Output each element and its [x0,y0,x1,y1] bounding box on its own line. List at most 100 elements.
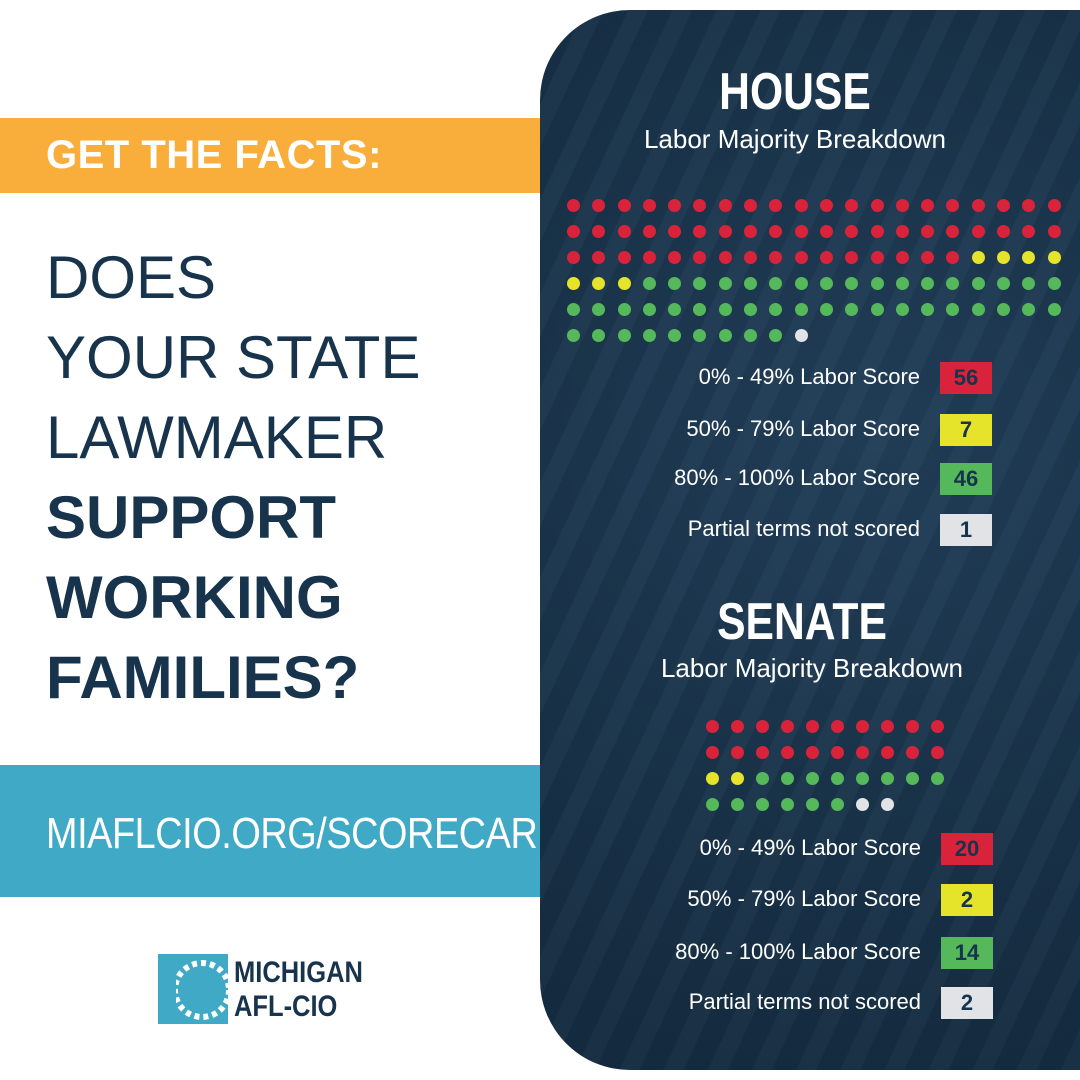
seat-dot-low [997,199,1011,212]
seat-dot-low [819,225,833,238]
seat-dot-high [819,303,833,316]
legend-label: 80% - 100% Labor Score [675,939,921,964]
seat-dot-high [756,798,769,811]
seat-dot-low [718,225,732,238]
seat-dot-high [794,303,808,316]
seat-dot-high [744,303,758,316]
url-bar[interactable]: MIAFLCIO.ORG/SCORECARD [0,765,565,897]
seat-dot-high [781,798,794,811]
banner-text: GET THE FACTS: [46,133,382,177]
seat-dot-high [921,303,935,316]
seat-dot-low [769,225,783,238]
seat-dot-high [756,772,769,785]
seat-dot-high [769,303,783,316]
seat-dot-high [769,277,783,290]
seat-dot-high [971,277,985,290]
headline-line-bold: SUPPORT [46,484,337,551]
headline-line: YOUR STATE [46,324,421,391]
legend-label: 50% - 79% Labor Score [686,416,920,441]
seat-dot-high [946,303,960,316]
senate-legend-high: 80% - 100% Labor Score 14 [600,937,993,969]
legend-value-badge: 20 [941,833,993,865]
seat-dot-high [921,277,935,290]
seat-dot-partial [881,798,894,811]
seat-dot-high [744,329,758,342]
seat-dot-low [718,251,732,264]
seat-dot-high [781,772,794,785]
legend-value-badge: 46 [940,463,992,495]
seat-dot-low [668,251,682,264]
seat-dot-low [971,225,985,238]
seat-dot-low [617,225,631,238]
seat-dot-high [1047,277,1061,290]
seat-dot-low [567,251,580,264]
seat-dot-low [794,225,808,238]
senate-subtitle: Labor Majority Breakdown [660,653,964,683]
seat-dot-low [744,199,758,212]
seat-dot-high [617,303,631,316]
seat-dot-low [567,199,580,212]
senate-dot-grid [706,720,944,811]
seat-dot-low [931,746,944,759]
seat-dot-low [668,199,682,212]
seat-dot-low [881,746,894,759]
logo-line-afl-cio: AFL-CIO [234,990,338,1023]
seat-dot-partial [856,798,869,811]
seat-dot-low [831,746,844,759]
legend-value-badge: 2 [941,987,993,1019]
legend-label: 50% - 79% Labor Score [687,886,921,911]
seat-dot-high [769,329,783,342]
seat-dot-high [906,772,919,785]
seat-dot-high [845,303,859,316]
gear-logo-icon [158,954,228,1024]
seat-dot-mid [997,251,1011,264]
seat-dot-low [1047,225,1061,238]
seat-dot-high [668,277,682,290]
seat-dot-low [895,225,909,238]
seat-dot-low [781,720,794,733]
seat-dot-high [845,277,859,290]
seat-dot-low [592,225,606,238]
seat-dot-low [744,251,758,264]
seat-dot-high [567,303,580,316]
house-legend-high: 80% - 100% Labor Score 46 [600,463,992,495]
logo-line-michigan: MICHIGAN [234,956,363,989]
seat-dot-high [856,772,869,785]
senate-legend-partial: Partial terms not scored 2 [600,987,993,1019]
seat-dot-low [971,199,985,212]
seat-dot-low [921,199,935,212]
seat-dot-high [567,329,580,342]
seat-dot-high [706,798,719,811]
seat-dot-high [931,772,944,785]
seat-dot-high [997,303,1011,316]
seat-dot-high [731,798,744,811]
legend-value-badge: 14 [941,937,993,969]
house-dot-grid [567,199,1061,342]
seat-dot-high [642,303,656,316]
seat-dot-high [693,277,707,290]
seat-dot-high [668,329,682,342]
seat-dot-high [668,303,682,316]
seat-dot-low [731,720,744,733]
seat-dot-low [895,199,909,212]
legend-label: Partial terms not scored [688,989,921,1014]
seat-dot-low [946,225,960,238]
legend-label: 80% - 100% Labor Score [674,465,920,490]
legend-value-badge: 1 [940,514,992,546]
seat-dot-low [642,199,656,212]
seat-dot-high [806,798,819,811]
seat-dot-low [870,225,884,238]
scorecard-url-link[interactable]: MIAFLCIO.ORG/SCORECARD [46,809,565,858]
seat-dot-low [744,225,758,238]
seat-dot-high [718,329,732,342]
legend-label: 0% - 49% Labor Score [698,364,920,389]
seat-dot-low [592,251,606,264]
seat-dot-low [756,720,769,733]
seat-dot-low [806,746,819,759]
headline: DOES YOUR STATE LAWMAKER SUPPORT WORKING… [46,238,526,718]
headline-line-bold: WORKING [46,564,343,631]
headline-line-bold: FAMILIES? [46,644,360,711]
afl-cio-logo: MICHIGAN AFL-CIO [158,954,363,1026]
seat-dot-high [642,329,656,342]
headline-line: DOES [46,244,217,311]
